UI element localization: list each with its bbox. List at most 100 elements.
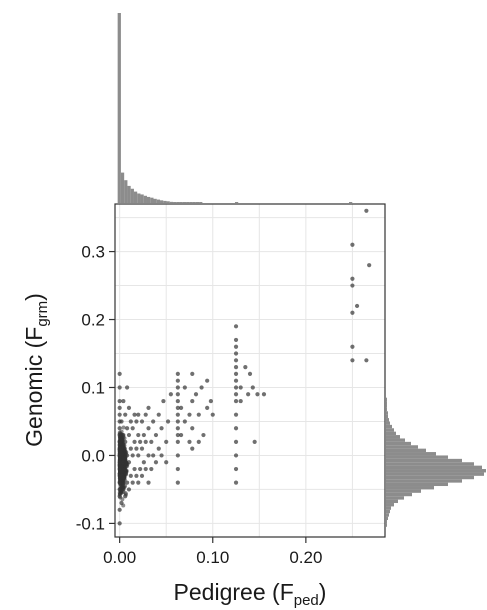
x-hist-bar	[160, 200, 164, 203]
data-point	[134, 419, 139, 424]
data-point	[119, 436, 124, 441]
data-point	[161, 398, 166, 404]
data-point	[153, 432, 159, 438]
y-hist-bar	[386, 407, 387, 412]
x-axis-title-main: Pedigree	[174, 579, 272, 605]
data-point	[136, 412, 141, 417]
data-point	[175, 412, 180, 417]
data-point	[143, 412, 148, 417]
data-point	[125, 385, 130, 390]
data-point	[233, 351, 239, 356]
data-point	[190, 426, 195, 431]
data-point	[128, 419, 133, 424]
data-point	[350, 344, 355, 349]
y-hist-bar	[386, 445, 418, 449]
data-point	[130, 426, 135, 431]
data-point	[139, 473, 145, 478]
data-point	[141, 460, 146, 465]
data-point	[175, 371, 180, 376]
data-point	[119, 429, 124, 434]
x-axis-title: Pedigree (Fped)	[174, 579, 327, 609]
y-hist-bar	[386, 424, 392, 429]
data-point	[175, 432, 180, 438]
data-point	[250, 385, 255, 390]
data-point	[350, 283, 355, 288]
x-hist-bar	[195, 202, 200, 203]
y-hist-bar	[386, 496, 404, 500]
data-point	[193, 392, 199, 397]
data-point	[117, 412, 122, 417]
data-point	[117, 398, 122, 404]
x-hist-bar	[163, 200, 167, 203]
data-point	[139, 419, 145, 424]
y-hist-bar	[386, 458, 462, 463]
data-point	[128, 473, 133, 478]
data-point	[233, 371, 239, 376]
data-point	[196, 412, 201, 417]
x-hist-bar	[173, 202, 177, 203]
data-point	[132, 466, 137, 472]
data-point	[123, 471, 128, 476]
data-point	[117, 460, 122, 465]
scatter-panel	[114, 203, 386, 538]
data-point	[199, 385, 204, 390]
data-point	[233, 344, 239, 349]
y-axis-title-main: Genomic	[21, 348, 47, 446]
data-point	[238, 398, 243, 404]
x-hist-bar	[120, 172, 125, 203]
y-tick-label: -0.1	[76, 514, 105, 533]
data-point	[175, 439, 180, 444]
x-hist-bar	[349, 202, 353, 203]
data-point	[117, 426, 122, 431]
data-point	[121, 425, 126, 430]
data-point	[117, 466, 122, 472]
data-point	[247, 371, 253, 376]
data-point	[233, 412, 239, 417]
data-point	[205, 378, 210, 383]
data-point	[164, 439, 169, 444]
y-hist-bar	[386, 397, 387, 402]
x-hist-bar	[146, 196, 151, 203]
y-hist-bar	[386, 411, 388, 415]
x-hist-bar	[192, 202, 196, 203]
data-point	[233, 426, 239, 431]
y-hist-bar	[386, 479, 462, 483]
x-hist-bar	[133, 191, 138, 203]
y-hist-bar	[386, 438, 405, 442]
data-point	[238, 385, 243, 390]
data-point	[187, 412, 192, 417]
data-point	[123, 412, 128, 417]
data-point	[233, 392, 239, 397]
x-axis-title-paren-close: )	[319, 579, 327, 605]
y-axis-title-paren-close: )	[21, 293, 47, 301]
data-point	[123, 466, 128, 472]
data-point	[233, 466, 239, 472]
y-hist-bar	[386, 503, 394, 507]
data-point	[146, 405, 151, 410]
x-axis: 0.00 0.10 0.20	[103, 537, 322, 567]
data-point	[117, 439, 122, 444]
y-hist-bar	[386, 452, 436, 456]
data-point	[141, 432, 146, 438]
y-hist-bar	[386, 489, 421, 493]
y-hist-bar	[386, 506, 391, 510]
x-hist-bar	[140, 194, 144, 203]
y-hist-bar	[386, 418, 389, 422]
data-point	[233, 480, 239, 485]
y-hist-bar	[386, 462, 474, 466]
data-point	[243, 365, 248, 370]
y-hist-bar	[386, 520, 387, 524]
data-point	[350, 242, 355, 247]
x-hist-bar	[169, 201, 174, 203]
data-point	[117, 521, 122, 526]
data-point	[175, 378, 180, 383]
data-point	[146, 453, 151, 458]
x-hist-bar	[124, 180, 128, 203]
data-point	[175, 480, 180, 485]
y-hist-bar	[386, 475, 474, 480]
x-hist-bar	[117, 13, 121, 203]
data-point	[175, 392, 180, 397]
x-hist-bar	[143, 195, 147, 203]
data-point	[149, 439, 154, 444]
